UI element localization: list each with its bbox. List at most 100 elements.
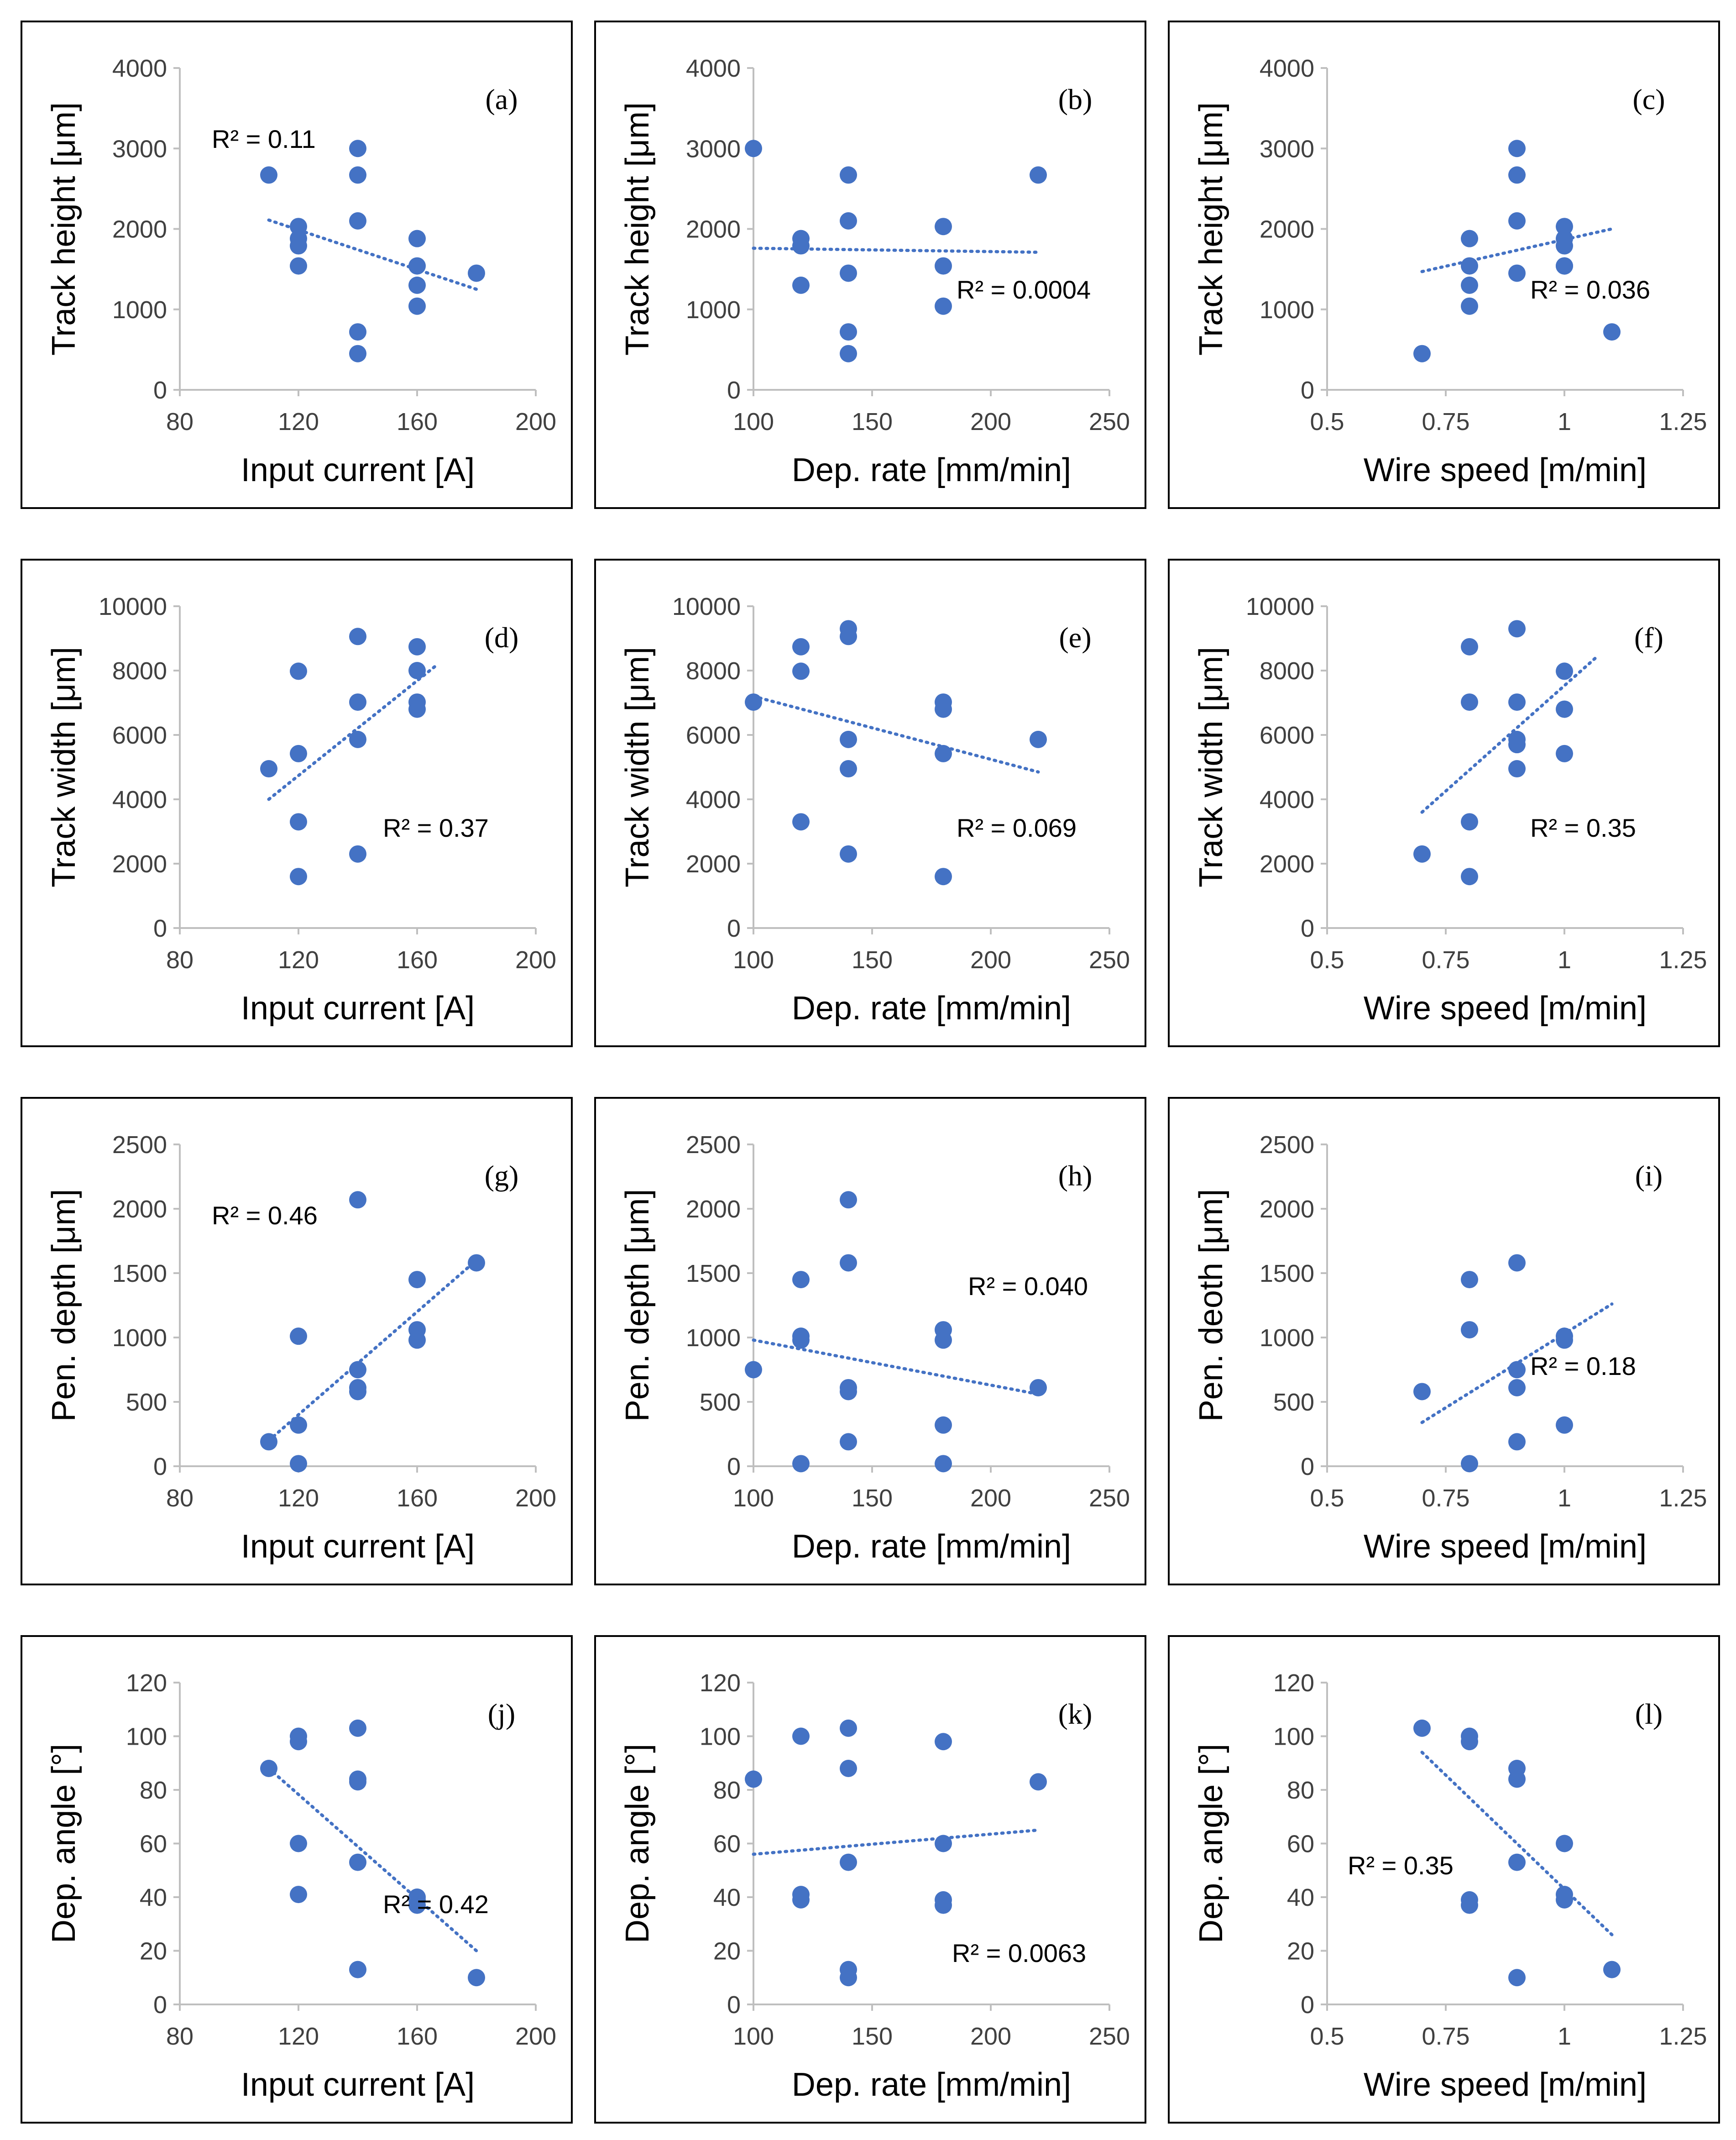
data-point <box>260 1760 277 1777</box>
data-point <box>792 1891 810 1909</box>
x-tick-label: 250 <box>1089 946 1130 974</box>
data-point <box>1030 1773 1047 1791</box>
panel-label: (a) <box>485 83 518 115</box>
chart-svg: 0 500 1000 1500 2000 2500 100 150 200 250 (h) R² = … <box>619 1131 1130 1565</box>
y-tick-label: 1000 <box>112 296 167 324</box>
panel-label: (d) <box>485 621 519 654</box>
data-point <box>840 1191 857 1209</box>
data-point <box>840 1254 857 1272</box>
panel-label: (e) <box>1059 621 1091 654</box>
y-axis-title: Track width [μm] <box>1193 647 1229 887</box>
data-point <box>935 700 952 718</box>
chart-panel: 0 2000 4000 6000 8000 10000 80 120 160 200 (d) R² =… <box>21 559 573 1047</box>
data-point <box>290 218 307 236</box>
y-tick-label: 40 <box>140 1884 167 1911</box>
x-tick-label: 120 <box>278 1484 319 1512</box>
data-point <box>408 662 426 679</box>
data-point <box>1461 230 1478 247</box>
data-point <box>1508 1379 1526 1396</box>
chart-panel: 0 500 1000 1500 2000 2500 0.5 0.75 1 1.25 (i) R² = … <box>1168 1097 1720 1585</box>
x-tick-label: 0.5 <box>1310 946 1344 974</box>
data-point <box>1461 1321 1478 1339</box>
trendline <box>1420 227 1614 273</box>
x-tick-label: 150 <box>852 946 893 974</box>
data-point <box>935 297 952 315</box>
chart-svg: 0 20 40 60 80 100 120 100 150 200 250 (k) R² = 0.006… <box>619 1669 1130 2103</box>
chart-panel: 0 20 40 60 80 100 120 100 150 200 250 (k) R² = 0.006… <box>594 1635 1146 2124</box>
y-tick-label: 1000 <box>1260 296 1314 324</box>
y-tick-label: 80 <box>140 1777 167 1804</box>
x-tick-label: 160 <box>397 408 438 435</box>
data-point <box>1508 140 1526 157</box>
x-axis-title: Dep. rate [mm/min] <box>792 2067 1071 2103</box>
chart-svg: 0 500 1000 1500 2000 2500 0.5 0.75 1 1.25 (i) R² = … <box>1193 1131 1707 1565</box>
y-tick-label: 2000 <box>1260 216 1314 243</box>
x-tick-label: 200 <box>970 2023 1011 2050</box>
x-tick-label: 0.75 <box>1422 1484 1469 1512</box>
data-point <box>1461 297 1478 315</box>
panel-label: (h) <box>1058 1159 1093 1192</box>
x-tick-label: 100 <box>733 408 774 435</box>
data-point <box>840 323 857 341</box>
chart-panel: 0 20 40 60 80 100 120 0.5 0.75 1 1.25 (l) R² = 0.35 W… <box>1168 1635 1720 2124</box>
data-point <box>1030 1379 1047 1396</box>
y-axis-title: Track width [μm] <box>619 647 656 887</box>
r-squared-label: R² = 0.46 <box>212 1201 318 1230</box>
y-tick-label: 8000 <box>112 657 167 685</box>
data-point <box>349 1361 366 1379</box>
data-point <box>290 257 307 275</box>
panel-label: (l) <box>1635 1698 1663 1730</box>
y-tick-label: 80 <box>713 1777 741 1804</box>
data-point <box>349 628 366 645</box>
y-tick-label: 3000 <box>686 135 741 163</box>
x-tick-label: 0.5 <box>1310 2023 1344 2050</box>
data-point <box>1461 868 1478 886</box>
data-point <box>408 1331 426 1349</box>
r-squared-label: R² = 0.42 <box>383 1890 489 1919</box>
data-point <box>935 257 952 275</box>
x-axis-title: Input current [A] <box>241 1528 475 1565</box>
x-tick-label: 0.75 <box>1422 946 1469 974</box>
y-tick-label: 1000 <box>686 1324 741 1352</box>
y-tick-label: 60 <box>713 1831 741 1858</box>
data-point <box>1461 257 1478 275</box>
y-tick-label: 1500 <box>686 1260 741 1287</box>
x-tick-label: 200 <box>970 946 1011 974</box>
y-tick-label: 8000 <box>686 657 741 685</box>
y-tick-label: 1500 <box>112 1260 167 1287</box>
y-tick-label: 100 <box>700 1723 741 1751</box>
data-point <box>1413 1383 1431 1400</box>
chart-panel: 0 500 1000 1500 2000 2500 100 150 200 250 (h) R² = … <box>594 1097 1146 1585</box>
y-tick-label: 6000 <box>1260 722 1314 749</box>
data-point <box>349 693 366 711</box>
y-tick-label: 0 <box>727 377 741 404</box>
y-tick-label: 500 <box>126 1389 167 1416</box>
data-point <box>840 845 857 863</box>
y-axis-title: Track height [μm] <box>46 102 82 356</box>
data-point <box>792 1455 810 1473</box>
y-tick-label: 1000 <box>686 296 741 324</box>
y-tick-label: 0 <box>153 915 167 942</box>
data-point <box>1508 1770 1526 1788</box>
data-point <box>1413 345 1431 362</box>
r-squared-label: R² = 0.18 <box>1530 1352 1636 1380</box>
data-point <box>840 760 857 778</box>
x-tick-label: 120 <box>278 408 319 435</box>
data-point <box>792 662 810 680</box>
data-point <box>840 1853 857 1871</box>
r-squared-label: R² = 0.040 <box>968 1272 1088 1301</box>
y-axis-title: Dep. angle [°] <box>1193 1744 1229 1943</box>
data-point <box>349 845 366 863</box>
x-tick-label: 100 <box>733 2023 774 2050</box>
data-point <box>260 760 277 778</box>
data-point <box>1030 730 1047 748</box>
data-point <box>290 1455 307 1473</box>
x-axis-title: Wire speed [m/min] <box>1364 1528 1647 1565</box>
chart-svg: 0 2000 4000 6000 8000 10000 0.5 0.75 1 1.25 (f) R² … <box>1193 593 1707 1027</box>
data-point <box>840 730 857 748</box>
x-tick-label: 100 <box>733 946 774 974</box>
data-point <box>935 745 952 762</box>
data-point <box>935 868 952 886</box>
x-tick-label: 250 <box>1089 1484 1130 1512</box>
